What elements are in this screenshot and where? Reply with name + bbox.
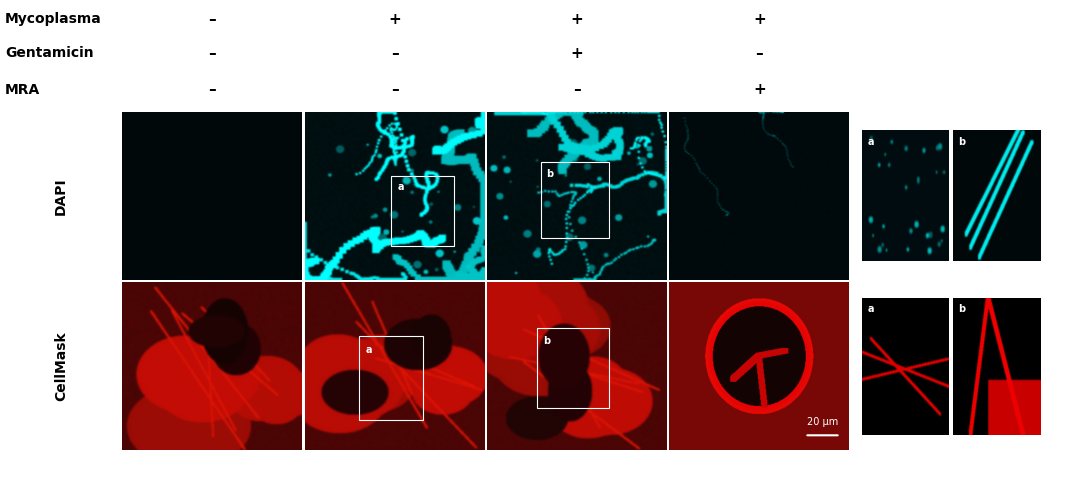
Text: –: –: [208, 46, 216, 61]
Text: –: –: [391, 46, 398, 61]
Text: –: –: [573, 82, 581, 97]
Text: –: –: [755, 46, 764, 61]
Text: +: +: [570, 46, 583, 61]
Text: b: b: [959, 137, 965, 147]
Bar: [391, 176, 454, 246]
Text: a: a: [867, 137, 874, 147]
Text: b: b: [546, 169, 554, 179]
Text: a: a: [398, 182, 405, 192]
Text: +: +: [753, 82, 766, 97]
Text: +: +: [570, 12, 583, 27]
Text: –: –: [208, 82, 216, 97]
Text: a: a: [867, 304, 874, 314]
Bar: [538, 328, 609, 408]
Text: –: –: [208, 12, 216, 27]
Text: 20 μm: 20 μm: [807, 417, 839, 427]
Text: MRA: MRA: [5, 83, 40, 97]
Text: Mycoplasma: Mycoplasma: [5, 12, 102, 26]
Text: –: –: [391, 82, 398, 97]
Text: b: b: [543, 336, 550, 346]
Text: +: +: [753, 12, 766, 27]
Text: DAPI: DAPI: [54, 177, 68, 215]
Text: b: b: [959, 304, 965, 314]
Text: +: +: [388, 12, 400, 27]
Text: a: a: [366, 345, 372, 355]
Text: Gentamicin: Gentamicin: [5, 47, 94, 60]
Bar: [541, 162, 609, 238]
Text: CellMask: CellMask: [54, 331, 68, 401]
Bar: [358, 336, 423, 420]
